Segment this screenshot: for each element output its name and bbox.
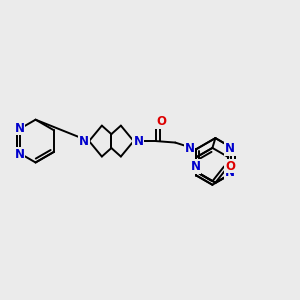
Text: N: N bbox=[225, 166, 235, 179]
Text: N: N bbox=[14, 148, 24, 161]
Text: O: O bbox=[156, 115, 166, 128]
Text: N: N bbox=[79, 135, 89, 148]
Text: N: N bbox=[14, 122, 24, 134]
Text: N: N bbox=[184, 142, 194, 155]
Text: N: N bbox=[134, 135, 143, 148]
Text: N: N bbox=[225, 142, 235, 154]
Text: O: O bbox=[225, 160, 235, 172]
Text: N: N bbox=[190, 160, 200, 173]
